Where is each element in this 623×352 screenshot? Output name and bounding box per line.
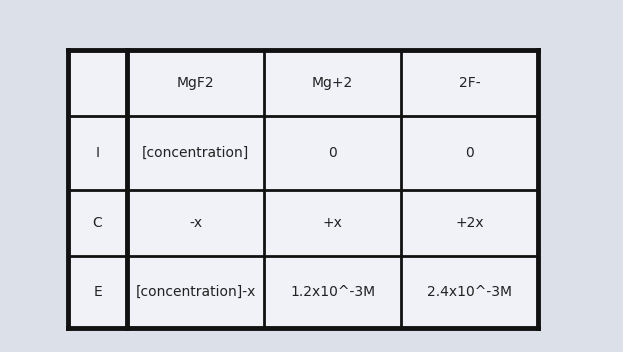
Text: -x: -x <box>189 216 202 230</box>
Text: C: C <box>93 216 102 230</box>
Text: [concentration]: [concentration] <box>142 146 249 160</box>
Text: MgF2: MgF2 <box>177 76 214 90</box>
Text: 2F-: 2F- <box>459 76 480 90</box>
Text: +2x: +2x <box>455 216 484 230</box>
Bar <box>127 190 264 256</box>
Bar <box>264 190 401 256</box>
Bar <box>401 116 538 190</box>
Text: 2.4x10^-3M: 2.4x10^-3M <box>427 285 512 299</box>
Bar <box>401 256 538 328</box>
Text: 1.2x10^-3M: 1.2x10^-3M <box>290 285 375 299</box>
Text: [concentration]-x: [concentration]-x <box>135 285 256 299</box>
Bar <box>127 256 264 328</box>
Bar <box>127 116 264 190</box>
Bar <box>127 50 264 116</box>
Bar <box>68 50 127 116</box>
Text: +x: +x <box>323 216 343 230</box>
Bar <box>68 256 127 328</box>
Text: 0: 0 <box>328 146 337 160</box>
Text: 0: 0 <box>465 146 474 160</box>
Bar <box>264 50 401 116</box>
Bar <box>68 190 127 256</box>
Text: E: E <box>93 285 102 299</box>
Bar <box>401 50 538 116</box>
Bar <box>264 256 401 328</box>
Bar <box>401 190 538 256</box>
Bar <box>264 116 401 190</box>
Bar <box>68 116 127 190</box>
Text: Mg+2: Mg+2 <box>312 76 353 90</box>
Text: I: I <box>95 146 100 160</box>
